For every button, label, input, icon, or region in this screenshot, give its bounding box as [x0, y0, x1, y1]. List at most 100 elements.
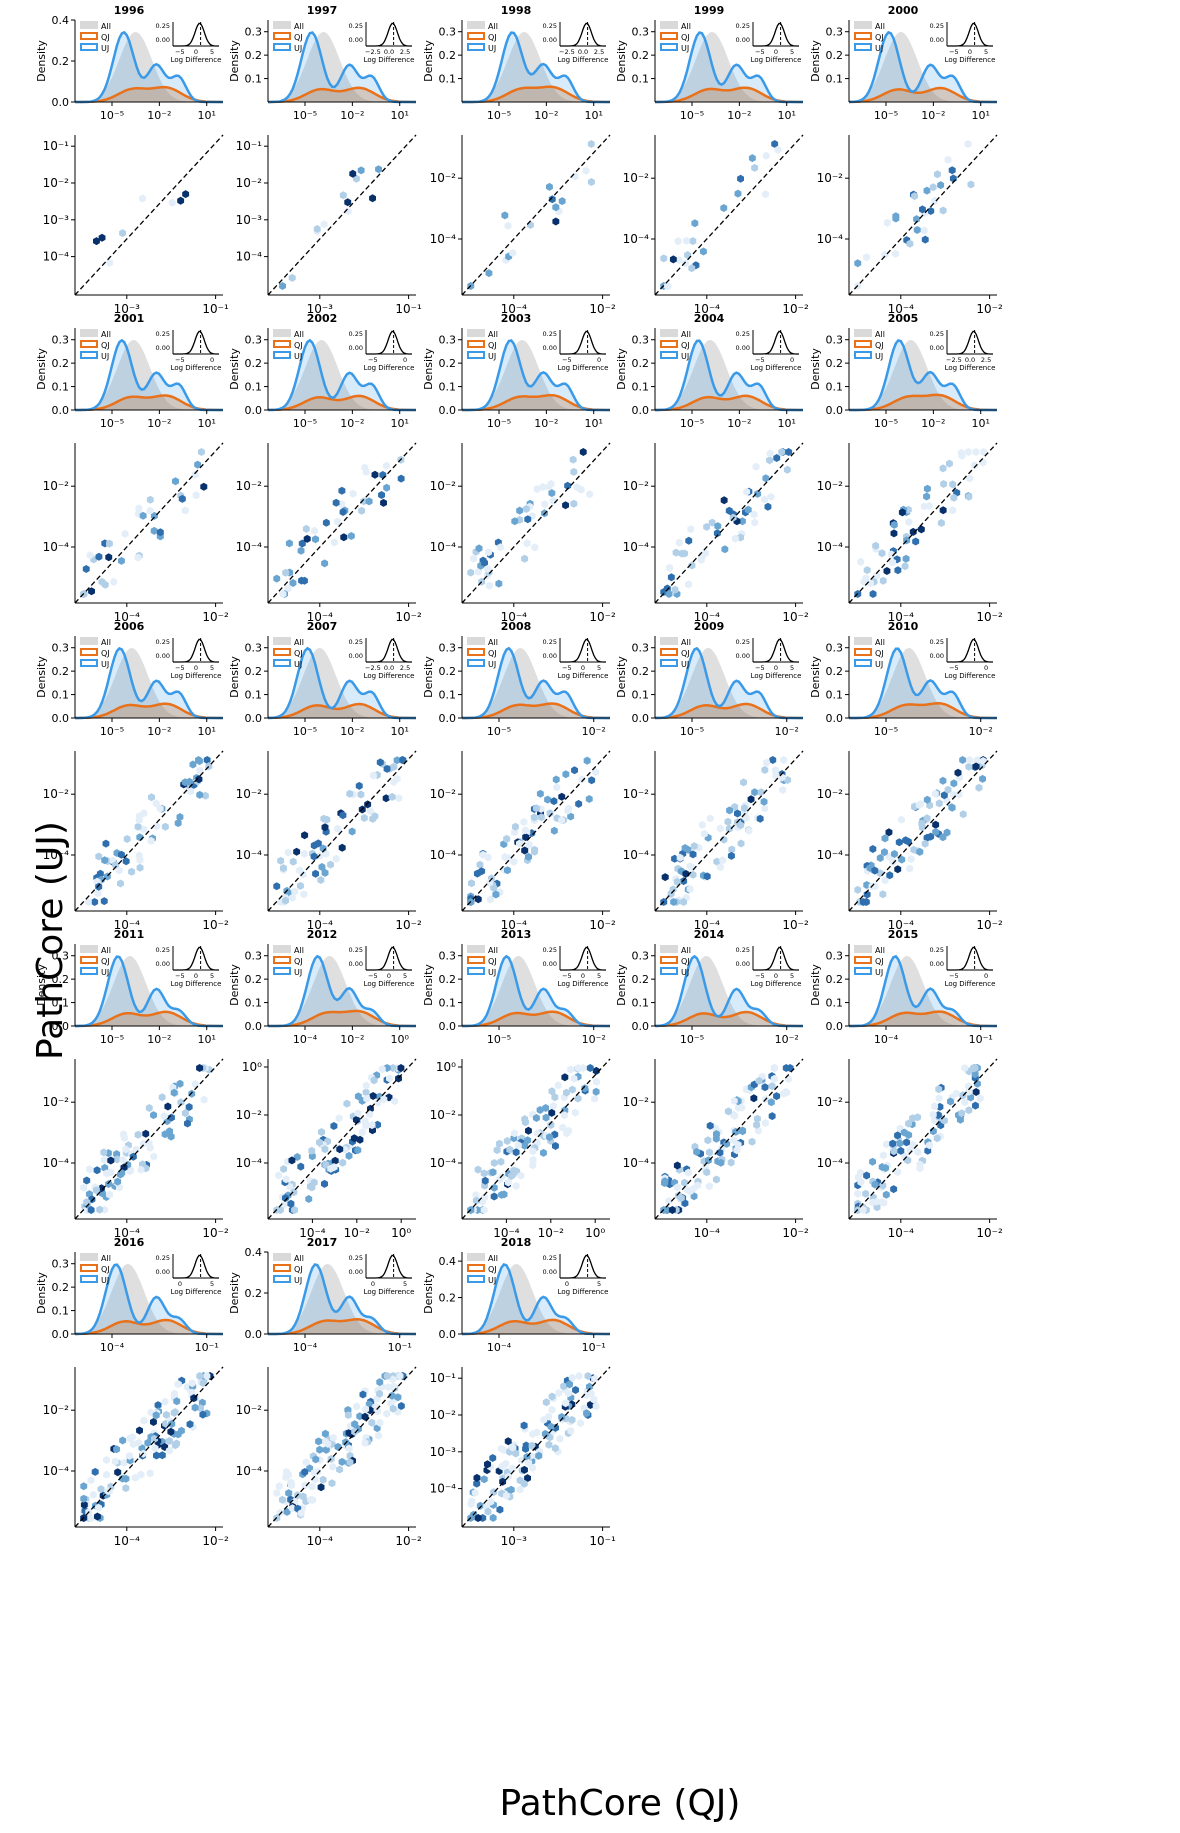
- hexbin-cell: [146, 1469, 154, 1478]
- hexbin-cell: [88, 587, 95, 596]
- density-y-tick-label: 0.1: [245, 689, 263, 702]
- inset-xlabel: Log Difference: [364, 364, 415, 372]
- hexbin-cell: [86, 551, 94, 560]
- legend-label-qj: QJ: [488, 341, 497, 350]
- hexbin-cell: [364, 800, 372, 809]
- hexbin-y-tick-label: 10⁻⁴: [623, 540, 650, 554]
- hexbin-cell: [485, 581, 493, 590]
- hexbin-cell: [114, 1177, 122, 1186]
- hexbin-cell: [174, 819, 182, 828]
- legend-swatch-all: [467, 1253, 485, 1261]
- hexbin-x-tick-label: 10⁻²: [538, 1226, 565, 1240]
- hexbin-cell: [485, 269, 493, 278]
- density-y-tick-label: 0.0: [826, 712, 844, 725]
- hexbin-cell: [761, 495, 768, 504]
- inset-x-tick-label: −5: [175, 356, 185, 364]
- hexbin-y-tick-label: 10⁻⁴: [623, 1156, 650, 1170]
- hexbin-cell: [949, 480, 957, 489]
- hexbin-cell: [681, 549, 688, 558]
- density-ylabel: Density: [615, 40, 628, 82]
- hexbin-cell: [289, 857, 297, 866]
- hexbin-cell: [468, 879, 475, 888]
- hexbin-cell: [168, 198, 176, 207]
- hexbin-cell: [769, 756, 777, 764]
- hexbin-cell: [886, 871, 894, 880]
- hexbin-cell: [379, 471, 387, 479]
- hexbin-cell: [520, 818, 528, 826]
- density-x-tick-label: 10⁻²: [340, 109, 364, 122]
- hexbin-cell: [288, 1481, 295, 1490]
- hexbin-cell: [592, 1087, 600, 1096]
- inset-x-tick-label: 5: [210, 48, 214, 56]
- hexbin-y-tick-label: 10⁻¹: [43, 139, 70, 153]
- hexbin-cell: [389, 1064, 397, 1072]
- hexbin-cell: [863, 881, 871, 889]
- hexbin-cell: [374, 1407, 381, 1416]
- hexbin-cell: [923, 186, 931, 195]
- inset-y-tick-label: 0.00: [930, 652, 944, 660]
- identity-line: [654, 442, 804, 604]
- hexbin-cell: [693, 1147, 701, 1156]
- density-x-tick-label: 10⁻²: [340, 725, 364, 738]
- inset-x-tick-label: −5: [368, 972, 378, 980]
- hexbin-cell: [737, 174, 744, 183]
- hexbin-cell: [565, 1126, 572, 1135]
- hexbin-x-tick-label: 10⁻⁴: [307, 610, 334, 624]
- legend-label-qj: QJ: [101, 957, 110, 966]
- inset-x-tick-label: 0: [178, 1280, 182, 1288]
- hexbin-cell: [395, 794, 403, 803]
- hexbin-cell: [906, 864, 914, 873]
- hexbin-cell: [739, 1126, 746, 1135]
- density-ylabel: Density: [228, 348, 241, 390]
- hexbin-cell: [782, 1064, 790, 1072]
- hexbin-cell: [178, 494, 186, 503]
- hexbin-cell: [948, 803, 956, 812]
- hexbin-cell: [946, 459, 953, 468]
- legend-label-uj: UJ: [294, 968, 302, 977]
- hexbin-cell: [768, 1082, 776, 1091]
- hexbin-cell: [177, 1098, 185, 1107]
- density-y-tick-label: 0.0: [439, 712, 457, 725]
- hexbin-cell: [316, 1138, 323, 1147]
- density-y-tick-label: 0.2: [245, 973, 263, 986]
- hexbin-cell: [481, 558, 488, 567]
- hexbin-cell: [952, 1089, 960, 1098]
- hexbin-cell: [120, 1458, 128, 1467]
- hexbin-cell: [95, 852, 103, 861]
- inset-y-tick-label: 0.25: [930, 22, 944, 30]
- all-density-area: [849, 956, 997, 1026]
- legend-label-uj: UJ: [488, 968, 496, 977]
- hexbin-cell: [186, 1420, 194, 1429]
- density-x-tick-label: 10¹: [391, 109, 409, 122]
- inset-y-tick-label: 0.00: [156, 960, 170, 968]
- hexbin-cell: [87, 1514, 95, 1522]
- density-x-tick-label: 10¹: [198, 725, 216, 738]
- hexbin-cell: [396, 1372, 404, 1380]
- density-y-tick-label: 0.2: [632, 973, 650, 986]
- hexbin-cell: [336, 1145, 344, 1154]
- hexbin-cell: [685, 536, 693, 545]
- hexbin-cell: [321, 1429, 329, 1438]
- legend-swatch-uj: [467, 43, 485, 51]
- hexbin-cell: [351, 1427, 359, 1436]
- inset-x-tick-label: −5: [755, 48, 765, 56]
- hexbin-cell: [881, 876, 889, 885]
- hexbin-cell: [934, 170, 941, 179]
- hexbin-cell: [871, 1180, 879, 1189]
- legend-swatch-uj: [660, 43, 678, 51]
- legend-label-uj: UJ: [101, 968, 109, 977]
- legend-swatch-uj: [854, 659, 872, 667]
- hexbin-cell: [174, 1380, 182, 1389]
- panel-title: 2002: [307, 312, 338, 325]
- inset-density-line: [366, 22, 412, 47]
- inset-xlabel: Log Difference: [364, 980, 415, 988]
- hexbin-cell: [575, 1064, 582, 1072]
- hexbin-cell: [964, 448, 972, 456]
